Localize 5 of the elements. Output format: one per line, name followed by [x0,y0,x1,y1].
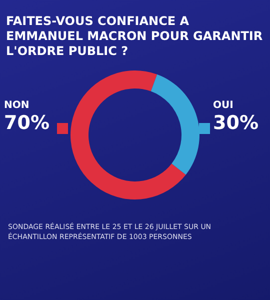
slice-label: OUI [213,100,234,111]
data-label: 30% [213,111,260,135]
chart-title: FAITES-VOUS CONFIANCE A EMMANUEL MACRON POUR GARANTIR L'ORDRE PUBLIC ? [6,14,264,59]
slice-label: NON [4,100,30,111]
data-label: 70% [4,111,50,135]
